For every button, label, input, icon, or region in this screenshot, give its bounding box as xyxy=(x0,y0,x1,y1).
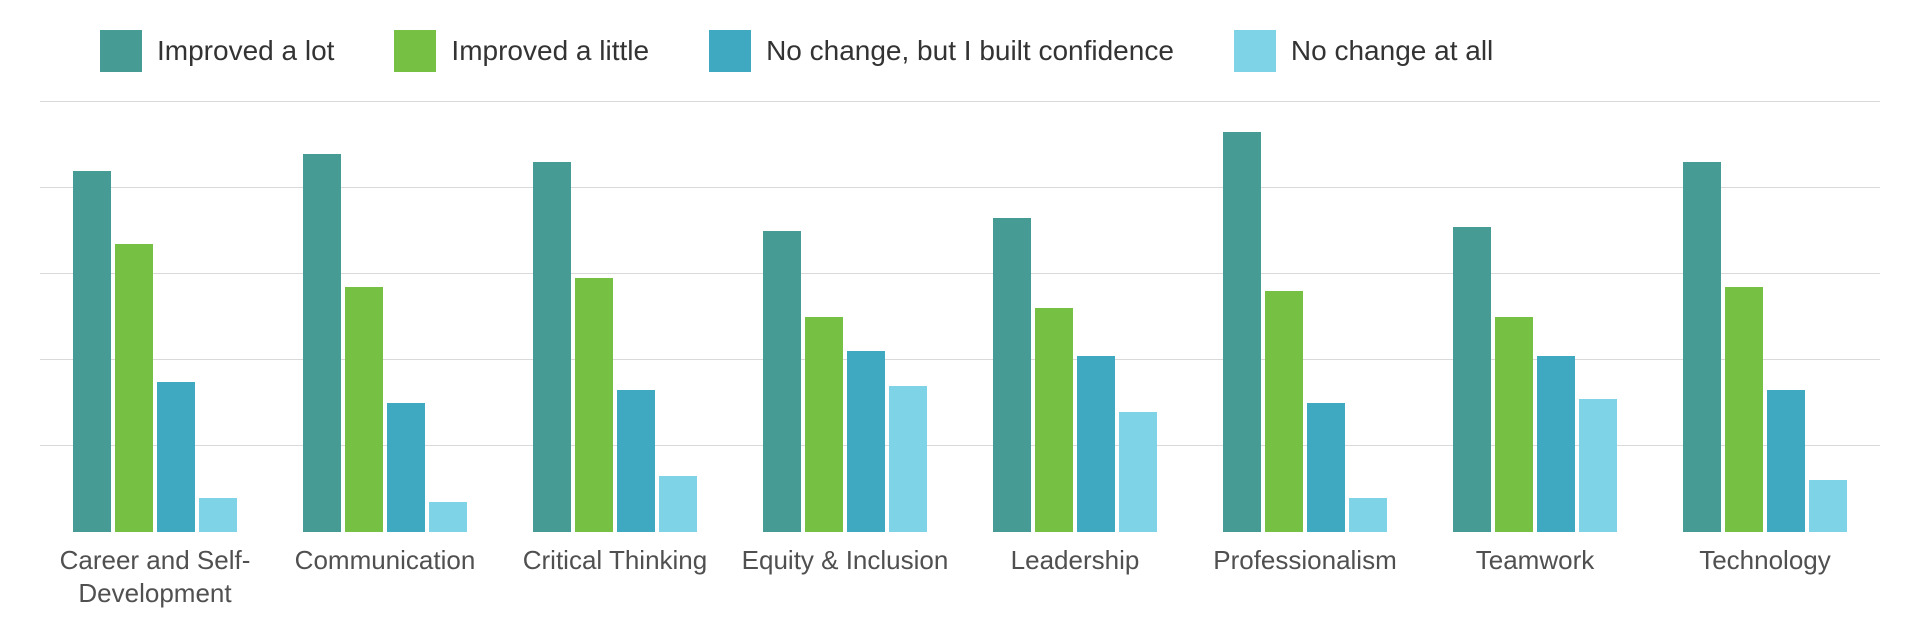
legend-swatch-no-change-at-all xyxy=(1234,30,1276,72)
legend-label: Improved a lot xyxy=(157,35,334,67)
bar-group xyxy=(270,102,500,532)
bar-improved_a_little xyxy=(345,287,383,532)
bar-no_change_confidence xyxy=(847,351,885,532)
legend-swatch-improved-a-lot xyxy=(100,30,142,72)
bar-no_change_confidence xyxy=(157,382,195,533)
bar-improved_a_lot xyxy=(993,218,1031,532)
x-axis-label: Critical Thinking xyxy=(500,544,730,609)
bar-improved_a_little xyxy=(115,244,153,532)
bar-group xyxy=(1420,102,1650,532)
x-axis-label: Career and Self-Development xyxy=(40,544,270,609)
bar-improved_a_little xyxy=(1725,287,1763,532)
bar-improved_a_lot xyxy=(1683,162,1721,532)
x-axis: Career and Self-DevelopmentCommunication… xyxy=(40,544,1880,609)
bar-groups xyxy=(40,102,1880,532)
legend-label: Improved a little xyxy=(451,35,649,67)
bar-no_change_at_all xyxy=(1809,480,1847,532)
bar-no_change_confidence xyxy=(617,390,655,532)
bar-no_change_confidence xyxy=(387,403,425,532)
bar-improved_a_lot xyxy=(763,231,801,532)
bar-no_change_at_all xyxy=(429,502,467,532)
legend-item: No change, but I built confidence xyxy=(709,30,1174,72)
plot-area xyxy=(40,102,1880,532)
legend: Improved a lot Improved a little No chan… xyxy=(30,20,1890,102)
bar-improved_a_lot xyxy=(303,154,341,532)
x-axis-label: Teamwork xyxy=(1420,544,1650,609)
bar-no_change_confidence xyxy=(1077,356,1115,532)
bar-no_change_at_all xyxy=(1579,399,1617,532)
bar-group xyxy=(960,102,1190,532)
bar-no_change_at_all xyxy=(659,476,697,532)
bar-improved_a_lot xyxy=(73,171,111,532)
bar-group xyxy=(500,102,730,532)
legend-item: No change at all xyxy=(1234,30,1493,72)
bar-group xyxy=(1650,102,1880,532)
x-axis-label: Communication xyxy=(270,544,500,609)
x-axis-label: Technology xyxy=(1650,544,1880,609)
bar-improved_a_little xyxy=(1035,308,1073,532)
bar-group xyxy=(40,102,270,532)
legend-item: Improved a lot xyxy=(100,30,334,72)
legend-label: No change at all xyxy=(1291,35,1493,67)
bar-no_change_at_all xyxy=(199,498,237,532)
bar-no_change_at_all xyxy=(1349,498,1387,532)
bar-improved_a_lot xyxy=(1453,227,1491,532)
bar-no_change_confidence xyxy=(1537,356,1575,532)
bar-no_change_confidence xyxy=(1767,390,1805,532)
bar-improved_a_lot xyxy=(1223,132,1261,532)
bar-group xyxy=(730,102,960,532)
bar-no_change_confidence xyxy=(1307,403,1345,532)
bar-improved_a_little xyxy=(805,317,843,532)
chart-container: Improved a lot Improved a little No chan… xyxy=(0,0,1920,619)
legend-swatch-improved-a-little xyxy=(394,30,436,72)
bar-no_change_at_all xyxy=(1119,412,1157,532)
x-axis-label: Equity & Inclusion xyxy=(730,544,960,609)
legend-label: No change, but I built confidence xyxy=(766,35,1174,67)
x-axis-label: Leadership xyxy=(960,544,1190,609)
legend-swatch-no-change-confidence xyxy=(709,30,751,72)
legend-item: Improved a little xyxy=(394,30,649,72)
bar-no_change_at_all xyxy=(889,386,927,532)
bar-improved_a_little xyxy=(1265,291,1303,532)
bar-group xyxy=(1190,102,1420,532)
x-axis-label: Professionalism xyxy=(1190,544,1420,609)
bar-improved_a_little xyxy=(575,278,613,532)
bar-improved_a_lot xyxy=(533,162,571,532)
bar-improved_a_little xyxy=(1495,317,1533,532)
